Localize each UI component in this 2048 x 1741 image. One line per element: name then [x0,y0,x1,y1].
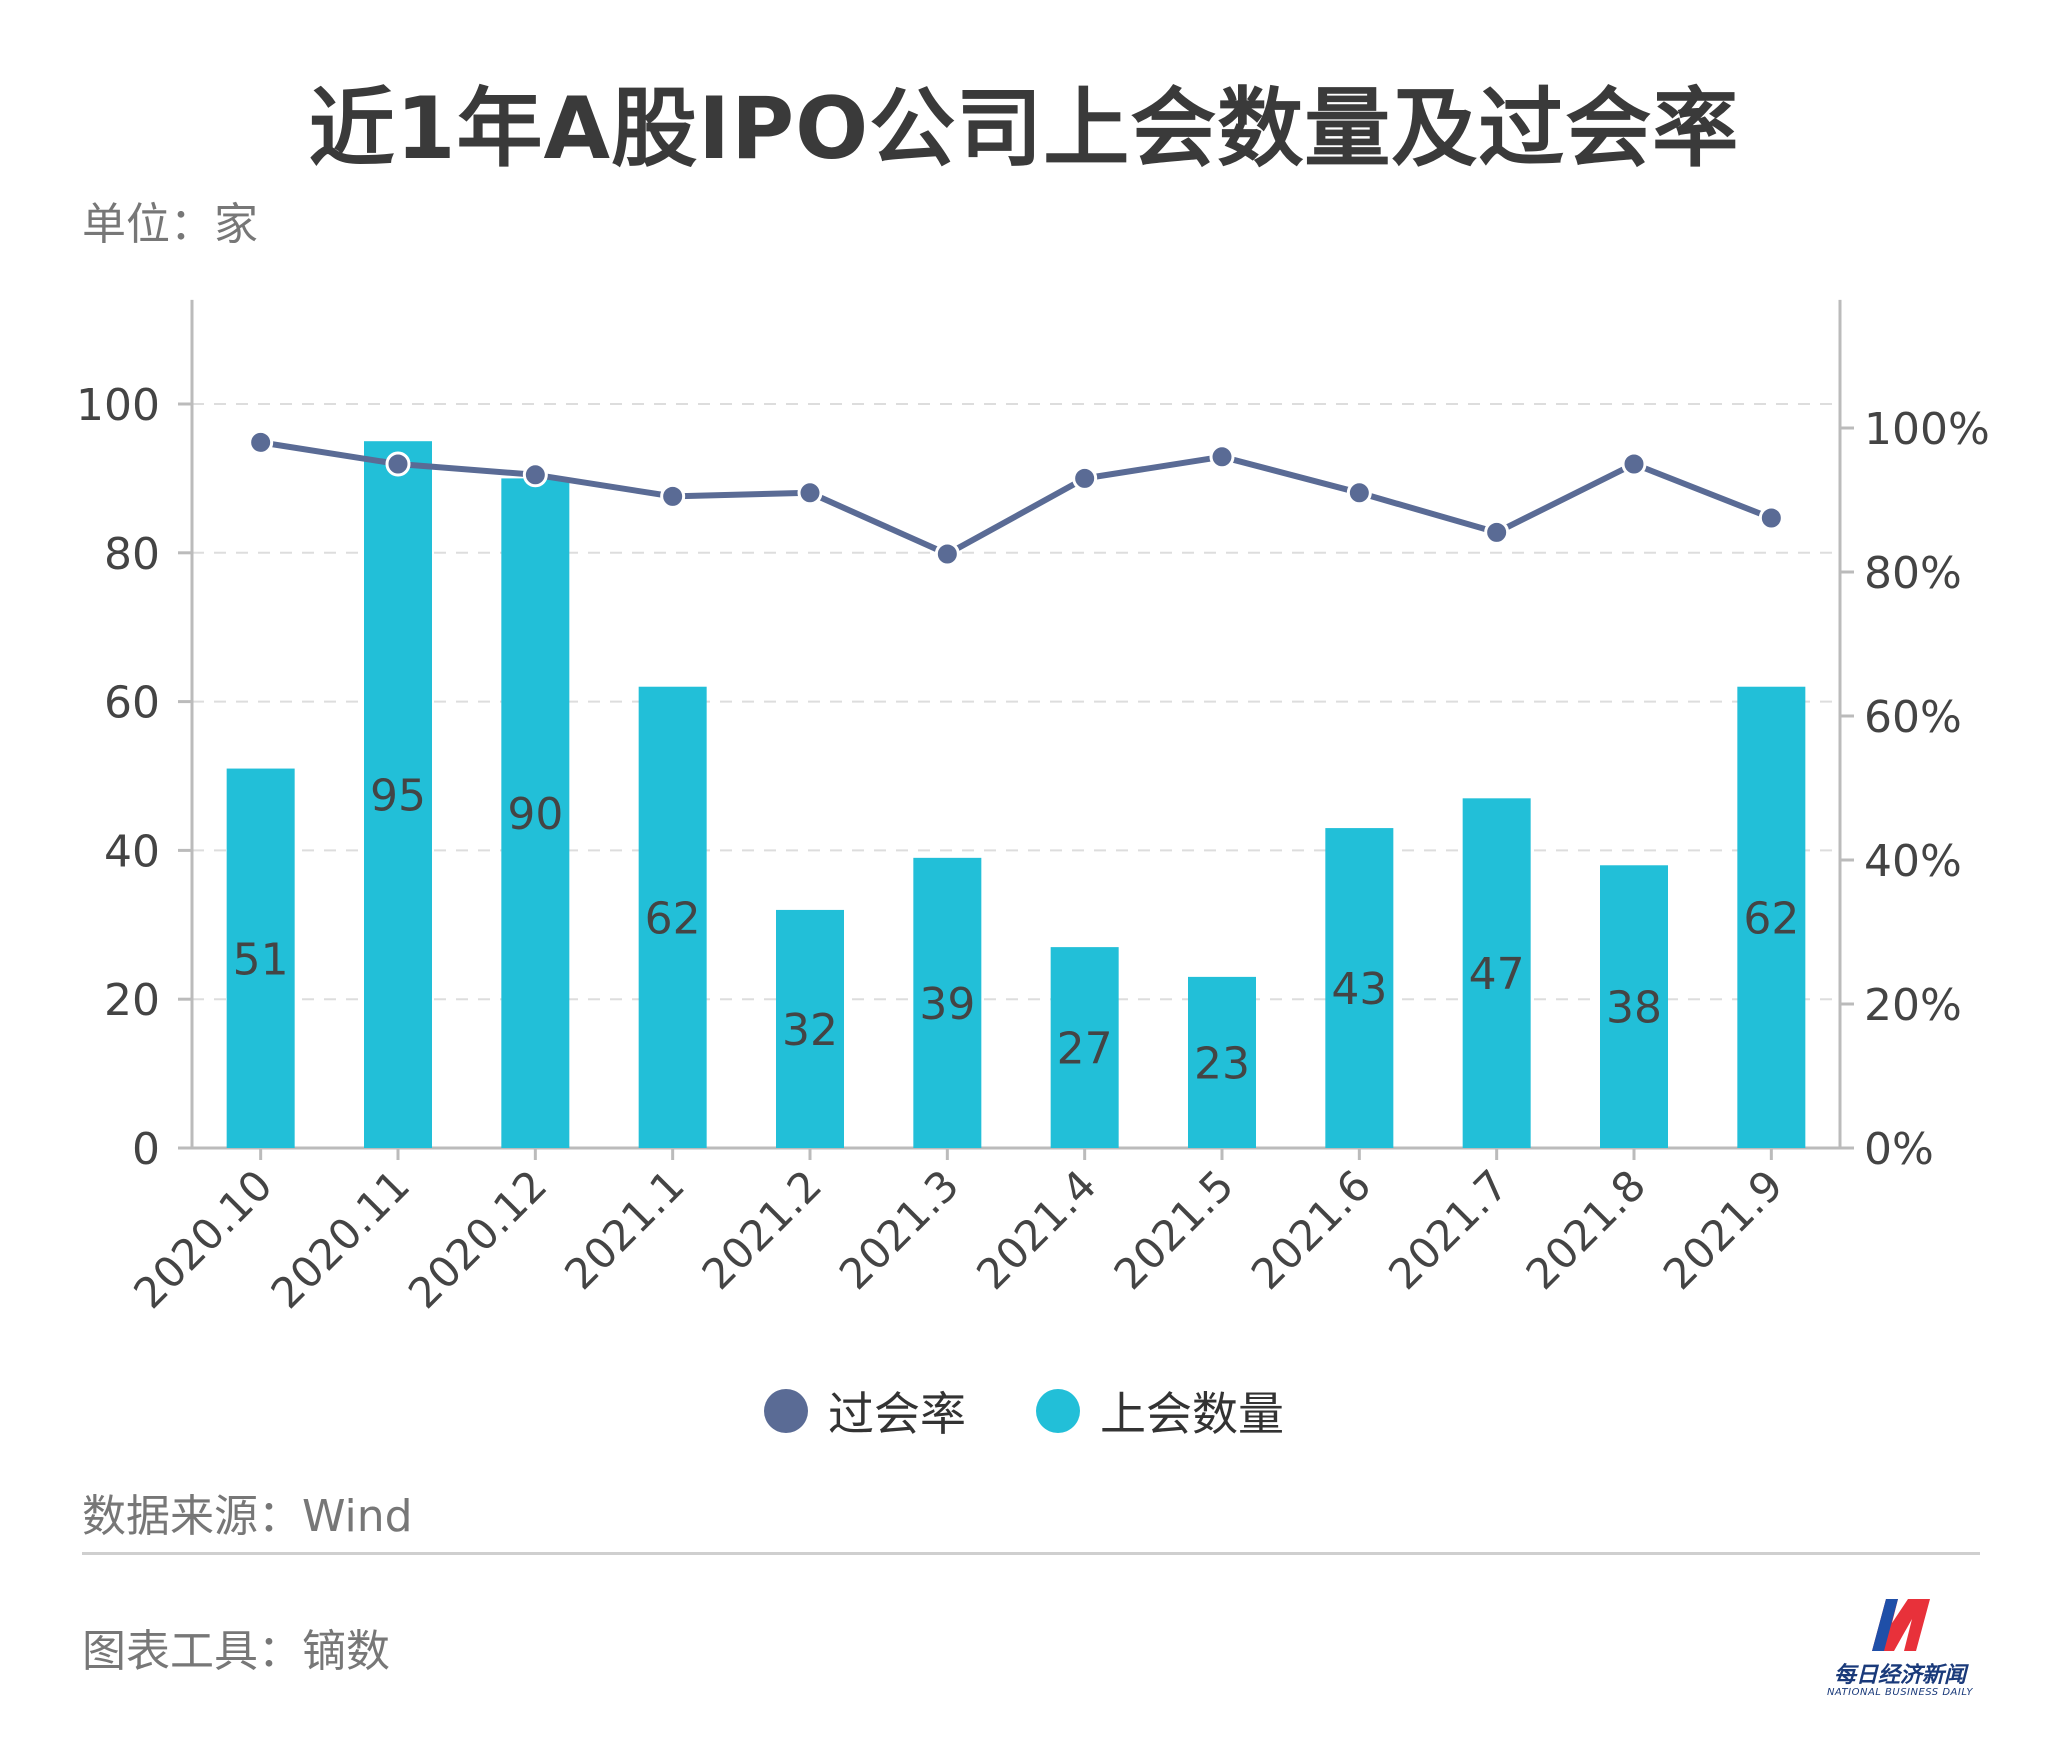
unit-label: 单位：家 [82,199,258,250]
x-tick-label: 2021.3 [830,1160,969,1299]
legend-item-bar[interactable]: 上会数量 [1036,1378,1284,1444]
bar-value-label: 23 [1194,1038,1250,1089]
legend-bar-marker [1036,1389,1080,1433]
bar [226,768,295,1148]
rate-point [660,483,686,509]
rate-point [1484,519,1510,545]
nbd-logo: 每日经济新闻 NATIONAL BUSINESS DAILY [1820,1595,1980,1705]
y-left-tick-label: 100 [76,380,160,431]
logo-cn-text: 每日经济新闻 [1833,1663,1966,1688]
bar [1050,947,1119,1148]
rate-point [248,429,274,455]
y-right-tick-label: 40% [1864,836,1962,887]
rate-point [934,541,960,567]
bar-value-label: 32 [782,1005,838,1056]
footer-divider [82,1552,1980,1555]
bar [638,686,707,1148]
bar-value-label: 62 [645,893,701,944]
y-left-tick-label: 40 [104,826,160,877]
rate-point [797,480,823,506]
y-left-tick-label: 80 [104,529,160,580]
rate-point [385,451,411,477]
bar [1462,798,1531,1148]
legend-bar-label: 上会数量 [1100,1387,1284,1441]
bar-value-label: 90 [507,789,563,840]
x-tick-label: 2021.9 [1654,1160,1793,1299]
bar [1737,686,1806,1148]
x-tick-label: 2021.2 [693,1160,832,1299]
x-tick-label: 2021.1 [555,1160,694,1299]
bar-value-label: 62 [1743,893,1799,944]
rate-point [1072,465,1098,491]
bar-value-label: 27 [1057,1024,1113,1075]
chart-tool: 图表工具：镝数 [82,1626,390,1677]
bar [1600,865,1668,1148]
x-tick-label: 2021.8 [1517,1160,1656,1299]
y-left-tick-label: 0 [132,1124,160,1175]
bar-value-label: 51 [233,934,289,985]
y-right-tick-label: 60% [1864,692,1962,743]
bar-value-label: 38 [1606,983,1662,1034]
y-right-tick-label: 100% [1864,404,1990,455]
rate-point [1346,480,1372,506]
bar-value-label: 47 [1469,949,1525,1000]
legend-item-line[interactable]: 过会率 [764,1378,966,1444]
y-right-tick-label: 80% [1864,548,1962,599]
rate-point [1209,444,1235,470]
x-tick-label: 2021.5 [1105,1160,1244,1299]
data-source: 数据来源：Wind [82,1491,413,1542]
nbd-logo-icon [1872,1599,1930,1651]
logo-en-text: NATIONAL BUSINESS DAILY [1826,1687,1974,1698]
rate-line [260,439,1773,557]
bar-value-label: 43 [1331,964,1387,1015]
y-right-tick-label: 0% [1864,1124,1934,1175]
y-right-tick-label: 20% [1864,980,1962,1031]
rate-point [1758,505,1784,531]
bar [913,857,982,1148]
bar [776,909,844,1148]
bar [1325,828,1394,1148]
legend: 过会率 上会数量 [0,1378,2048,1444]
rate-point [522,462,548,488]
y-left-tick-label: 20 [104,975,160,1026]
x-tick-label: 2021.6 [1242,1160,1381,1299]
x-tick-label: 2020.10 [124,1160,281,1317]
chart-title: 近1年A股IPO公司上会数量及过会率 [308,79,1740,179]
y-left-tick-label: 60 [104,678,160,729]
chart-svg: 0 20 40 60 80 100 0% 20% 40% 60% 80% 100% 51 95 90 62 32… [76,299,1990,1318]
bar [501,478,570,1148]
x-tick-label: 2020.11 [262,1160,419,1317]
legend-line-label: 过会率 [828,1387,966,1441]
x-tick-label: 2021.4 [967,1160,1106,1299]
x-tick-label: 2020.12 [399,1160,556,1317]
bar-value-label: 95 [370,771,426,822]
rate-point [1621,451,1647,477]
bar-value-label: 39 [919,979,975,1030]
x-tick-label: 2021.7 [1379,1160,1518,1299]
legend-line-marker [764,1389,808,1433]
bar [364,441,432,1148]
bar [1188,976,1256,1148]
